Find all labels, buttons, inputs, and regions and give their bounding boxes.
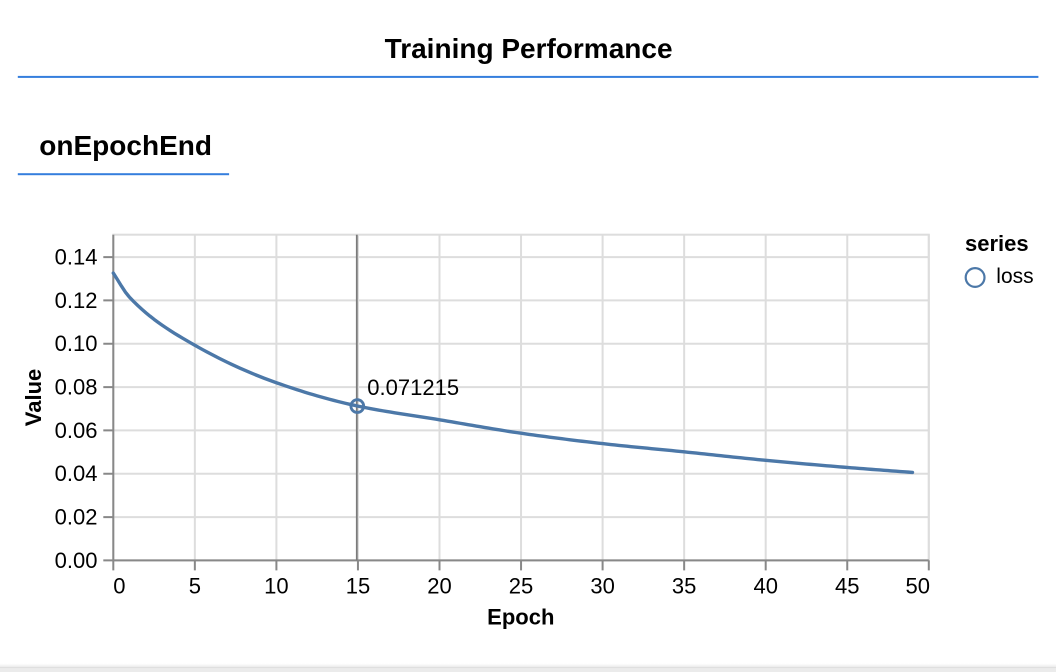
svg-text:5: 5 [189, 574, 201, 599]
svg-text:Value: Value [21, 369, 46, 426]
svg-text:loss: loss [996, 265, 1033, 288]
svg-text:0.08: 0.08 [55, 374, 98, 399]
svg-text:35: 35 [672, 574, 696, 599]
svg-text:Epoch: Epoch [487, 605, 554, 630]
svg-text:20: 20 [427, 574, 451, 599]
svg-text:0.10: 0.10 [55, 331, 98, 356]
svg-text:25: 25 [509, 574, 533, 599]
svg-text:0.00: 0.00 [55, 548, 98, 573]
svg-text:0.04: 0.04 [55, 461, 98, 486]
svg-text:40: 40 [753, 574, 777, 599]
svg-text:0.02: 0.02 [55, 504, 98, 529]
svg-text:0: 0 [113, 574, 125, 599]
svg-text:30: 30 [590, 574, 614, 599]
svg-text:0.06: 0.06 [55, 418, 98, 443]
svg-text:0.071215: 0.071215 [367, 375, 459, 400]
svg-text:onEpochEnd: onEpochEnd [39, 130, 212, 161]
svg-text:15: 15 [346, 574, 370, 599]
svg-text:Training Performance: Training Performance [385, 33, 673, 64]
svg-text:0.14: 0.14 [55, 244, 98, 269]
svg-text:10: 10 [264, 574, 288, 599]
svg-text:0.12: 0.12 [55, 288, 98, 313]
svg-text:50: 50 [906, 574, 930, 599]
svg-text:series: series [965, 231, 1029, 256]
svg-text:45: 45 [835, 574, 859, 599]
